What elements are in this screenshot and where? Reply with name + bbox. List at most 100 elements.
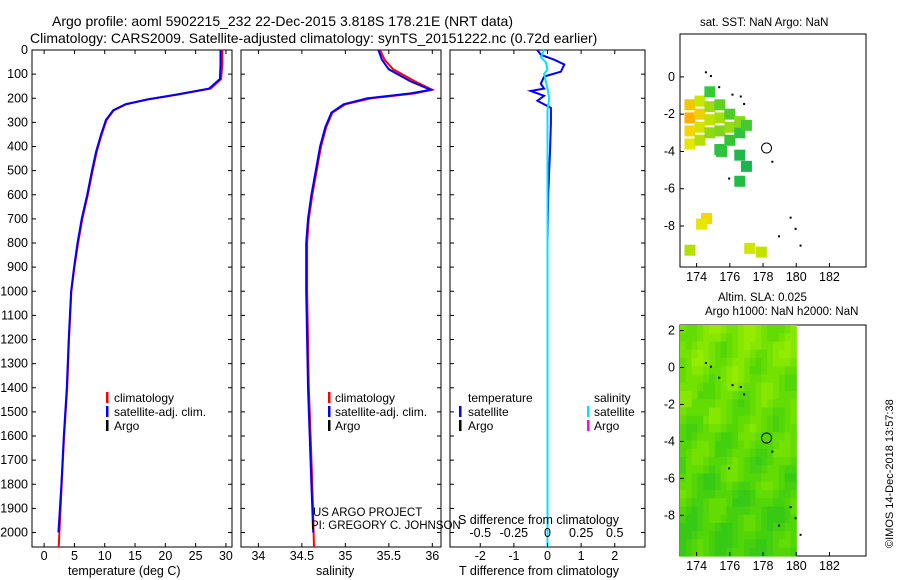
sla-cell [749,539,757,549]
sla-cell [743,415,751,425]
sla-cell [778,399,786,409]
sla-cell [790,382,797,392]
sla-cell [703,547,710,557]
sla-cell [680,399,687,409]
sla-cell [703,523,710,532]
sla-cell [767,506,774,516]
sla-cell [784,399,792,409]
sla-cell [755,374,762,384]
depth-tick-label: 1500 [0,405,28,419]
sla-cell [784,358,792,367]
sla-cell [714,341,722,351]
sla-cell [691,424,699,433]
sla-cell [761,547,768,557]
sla-cell [773,374,780,384]
sla-map-float-marker [761,432,773,444]
sla-cell [709,415,716,425]
sla-cell [790,506,797,516]
sst-cell [694,121,706,133]
island-dot [728,467,731,470]
sla-cell [784,473,792,483]
sla-cell [790,473,797,483]
sla-cell [773,473,780,483]
sla-cell [767,407,774,417]
sla-cell [726,399,733,409]
sla-cell [749,333,757,343]
sla-cell [773,415,780,425]
island-dot [789,506,792,509]
sla-cell [738,341,745,351]
sla-cell [784,415,792,425]
sla-cell [738,349,745,359]
sla-cell [784,523,792,532]
sla-cell [720,473,728,483]
sla-cell [697,457,704,466]
sla-cell [790,547,797,557]
sla-cell [685,358,693,367]
sst-cell [704,114,716,126]
sla-cell [743,473,751,483]
sla-cell [761,399,768,409]
sla-cell [680,366,687,376]
sla-cell [714,481,722,491]
sla-cell [749,440,757,450]
sla-cell [738,465,745,475]
sla-cell [714,415,722,425]
sla-cell [743,366,751,376]
island-dot [709,75,712,78]
sla-cell [738,333,745,343]
sla-cell [761,341,768,351]
island-dot [799,244,802,247]
sla-cell [790,358,797,367]
sla-cell [743,490,751,499]
salinity-x-label: salinity [316,564,355,578]
sla-cell [761,498,768,508]
sla-cell [743,481,751,491]
sla-cell [778,349,786,359]
sla-cell [714,514,722,524]
sla-cell [749,399,757,409]
sla-cell [709,341,716,351]
sst-cell [734,149,746,161]
legend-swatch-argo [106,420,109,431]
sla-cell [685,440,693,450]
sla-cell [767,374,774,384]
sla-cell [749,382,757,392]
x-tick-label: 2 [611,549,618,563]
sla-cell [685,325,693,334]
sla-cell [697,448,704,458]
sla-cell [732,523,739,532]
island-dot [739,385,742,388]
sla-cell [778,498,786,508]
sla-cell [755,391,762,400]
sla-cell [685,333,693,343]
sla-cell [761,490,768,499]
x-tick-label: 35 [338,549,352,563]
sla-cell [773,465,780,475]
sla-cell [773,349,780,359]
sla-cell [738,473,745,483]
sla-cell [697,325,704,334]
sla-cell [732,465,739,475]
sla-cell [743,514,751,524]
sla-cell [767,473,774,483]
sst-cell [701,213,713,225]
sla-cell [755,465,762,475]
sla-cell [749,341,757,351]
difference-legend-temperature: temperature satellite Argo [459,391,533,433]
sla-cell [697,490,704,499]
sla-cell [778,440,786,450]
sla-cell [680,349,687,359]
sla-cell [773,514,780,524]
sla-cell [732,325,739,334]
sla-cell [697,440,704,450]
sla-cell [749,465,757,475]
sla-cell [755,424,762,433]
sla-cell [755,506,762,516]
sla-cell [714,448,722,458]
sla-cell [743,440,751,450]
depth-tick-label: 600 [7,188,28,202]
sla-cell [790,399,797,409]
sla-cell [743,498,751,508]
sla-cell [738,457,745,466]
